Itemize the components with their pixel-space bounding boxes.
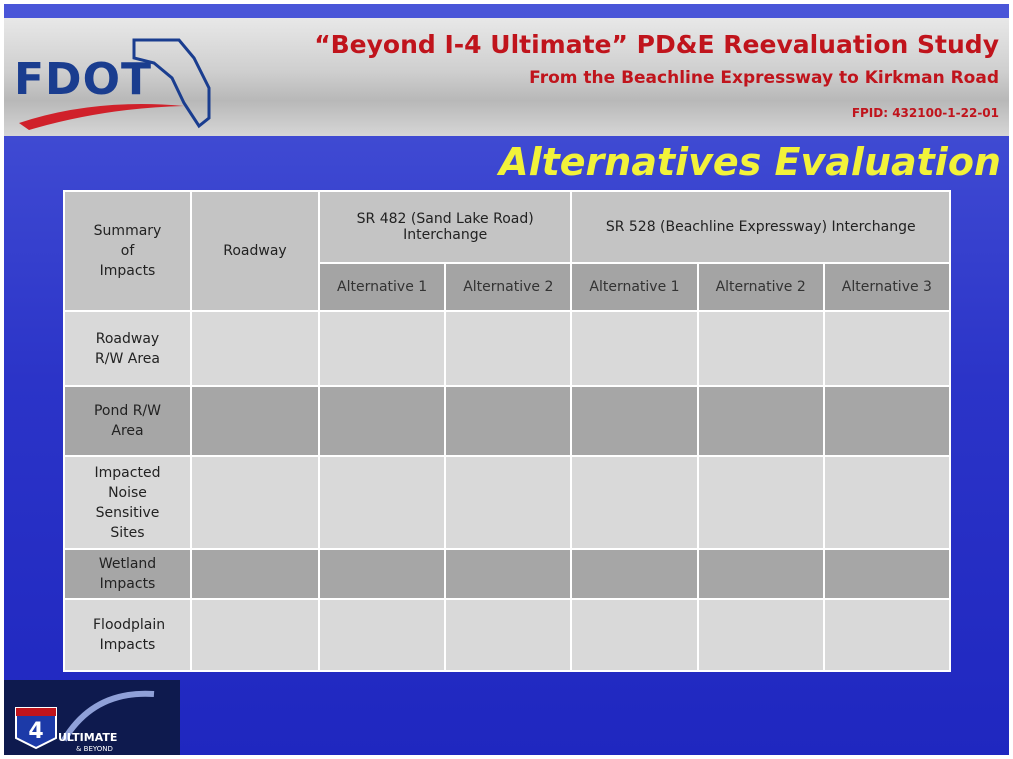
table-cell <box>444 548 573 600</box>
table-row: Roadway R/W Area <box>63 310 952 387</box>
table-cell <box>696 310 825 387</box>
table-cell-text: Wetland Impacts <box>63 548 192 600</box>
table-cell <box>444 385 573 457</box>
table-cell-text: Summary of Impacts <box>63 190 192 312</box>
table-cell <box>822 598 952 672</box>
logo-text: FDOT <box>14 54 152 105</box>
table-cell <box>696 385 825 457</box>
table-cell <box>190 385 320 457</box>
footer-tagline: & BEYOND <box>76 745 113 753</box>
table-cell <box>190 548 320 600</box>
table-cell <box>190 310 320 387</box>
table-cell <box>317 310 447 387</box>
table-cell <box>444 310 573 387</box>
table-cell <box>317 598 447 672</box>
logo-graphic <box>19 38 211 130</box>
table-cell-text: SR 482 (Sand Lake Road) Interchange <box>317 190 573 264</box>
table-cell <box>822 310 952 387</box>
table-cell <box>570 310 699 387</box>
table-cell-text: Alternative 1 <box>570 262 699 312</box>
table-cell <box>696 598 825 672</box>
header-subtitle: From the Beachline Expressway to Kirkman… <box>529 68 999 88</box>
table-cell <box>317 455 447 550</box>
footer-logo: 4 ULTIMATE & BEYOND <box>4 680 180 755</box>
table-cell <box>190 598 320 672</box>
table-cell <box>570 455 699 550</box>
table-row: Floodplain Impacts <box>63 598 952 672</box>
table-cell-text: Alternative 1 <box>317 262 447 312</box>
table-cell-text: Roadway R/W Area <box>63 310 192 387</box>
table-cell <box>444 455 573 550</box>
table-cell-text: Roadway <box>190 190 320 312</box>
table-cell-text: Pond R/W Area <box>63 385 192 457</box>
header-title: “Beyond I-4 Ultimate” PD&E Reevaluation … <box>314 30 999 59</box>
table-cell <box>822 455 952 550</box>
table-cell-text: Alternative 2 <box>444 262 573 312</box>
table-cell <box>317 548 447 600</box>
table-cell <box>570 385 699 457</box>
table-row: Wetland Impacts <box>63 548 952 600</box>
footer-name: ULTIMATE <box>58 731 117 744</box>
footer-graphic: 4 ULTIMATE & BEYOND <box>15 690 155 753</box>
table-row: Impacted Noise Sensitive Sites <box>63 455 952 550</box>
table-row: Pond R/W Area <box>63 385 952 457</box>
table-cell <box>570 548 699 600</box>
table-cell <box>822 385 952 457</box>
table-cell <box>696 548 825 600</box>
footer-number: 4 <box>28 719 43 744</box>
table-cell <box>190 455 320 550</box>
table-cell <box>317 385 447 457</box>
table-cell-text: Impacted Noise Sensitive Sites <box>63 455 192 550</box>
table-cell-text: Alternative 2 <box>696 262 825 312</box>
header-banner: FDOT “Beyond I-4 Ultimate” PD&E Reevalua… <box>4 18 1009 136</box>
slide-title: Alternatives Evaluation <box>499 140 1001 184</box>
table-cell-text: Floodplain Impacts <box>63 598 192 672</box>
table-row: Summary of Impacts Roadway SR 482 (Sand La… <box>63 190 951 312</box>
impacts-table: Summary of Impacts Roadway SR 482 (Sand La… <box>63 190 952 672</box>
table-cell-text: Alternative 3 <box>822 262 952 312</box>
header-fpid: FPID: 432100-1-22-01 <box>851 106 999 120</box>
table-cell <box>822 548 952 600</box>
table-cell-text: SR 528 (Beachline Expressway) Interchang… <box>570 190 951 264</box>
table-cell <box>696 455 825 550</box>
slide: FDOT “Beyond I-4 Ultimate” PD&E Reevalua… <box>4 4 1009 755</box>
table-cell <box>570 598 699 672</box>
table-cell <box>444 598 573 672</box>
